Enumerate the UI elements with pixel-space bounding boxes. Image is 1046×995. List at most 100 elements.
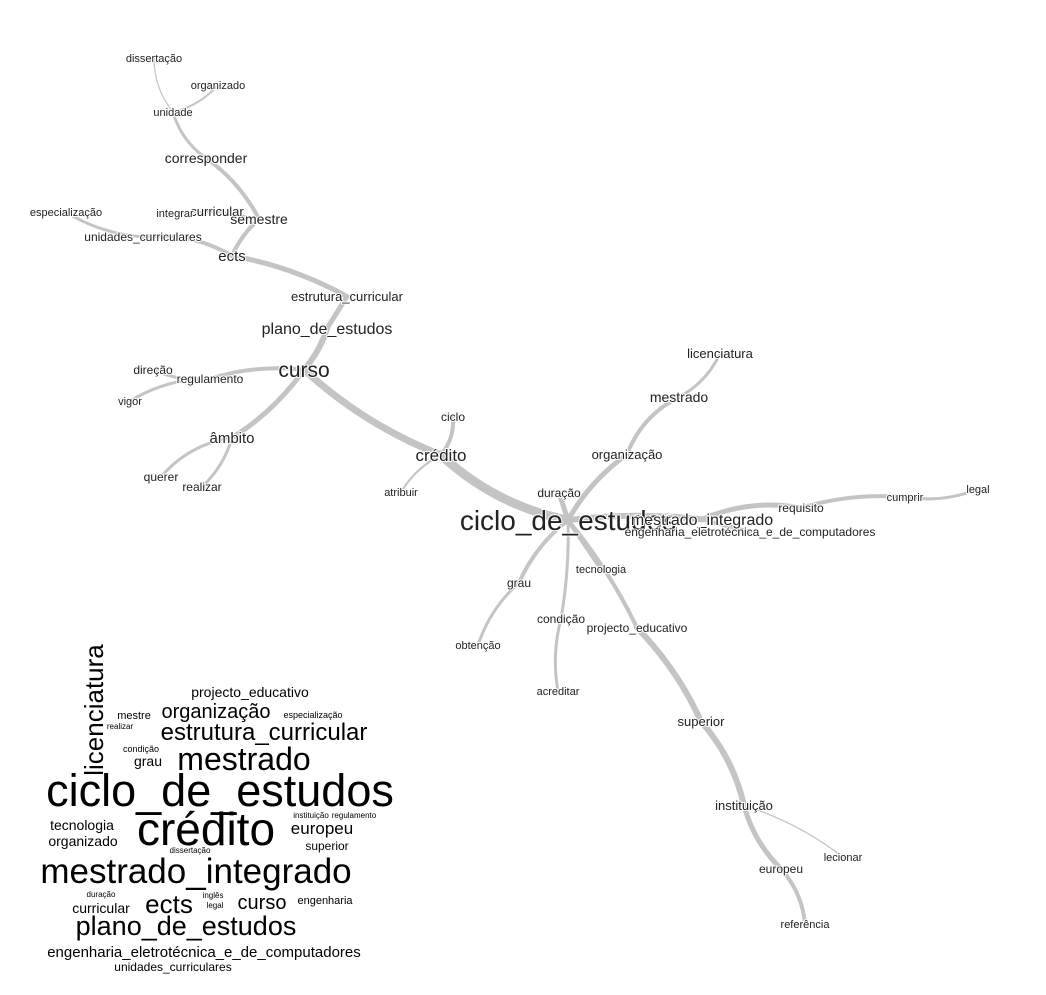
graph-node-label: duração bbox=[537, 486, 581, 500]
graph-edge bbox=[208, 366, 306, 381]
graph-node-label: integrar bbox=[156, 208, 194, 220]
graph-node-label: ciclo bbox=[441, 410, 465, 424]
graph-node-label: superior bbox=[678, 714, 726, 729]
graph-node-label: semestre bbox=[230, 211, 288, 227]
graph-edge bbox=[153, 57, 174, 113]
graph-node-label: realizar bbox=[182, 480, 221, 494]
graph-node-label: instituição bbox=[715, 798, 773, 813]
graph-node-label: direção bbox=[133, 363, 173, 377]
graph-edge bbox=[200, 436, 234, 489]
word-cloud-word: curso bbox=[238, 892, 287, 914]
graph-edge bbox=[141, 233, 234, 258]
graph-node-label: projecto_educativo bbox=[587, 621, 688, 635]
word-cloud-word: mestrado bbox=[177, 741, 310, 777]
graph-node-label: europeu bbox=[759, 862, 803, 876]
graph-node-label: estrutura_curricular bbox=[291, 289, 404, 304]
word-cloud-word: duração bbox=[87, 890, 116, 899]
graph-edge bbox=[566, 518, 639, 630]
graph-edge bbox=[700, 517, 752, 534]
graph-edge bbox=[476, 581, 521, 647]
graph-edge bbox=[439, 414, 456, 458]
graph-node-label: licenciatura bbox=[687, 346, 754, 361]
graph-edges bbox=[64, 57, 980, 927]
word-cloud-word: organização bbox=[162, 701, 271, 723]
graph-node-label: unidades_curriculares bbox=[84, 230, 201, 244]
graph-node-label: obtenção bbox=[455, 640, 500, 652]
graph-node-label: querer bbox=[144, 470, 179, 484]
graph-edge bbox=[301, 325, 330, 373]
graph-node-label: plano_de_estudos bbox=[262, 321, 393, 338]
word-cloud-word: superior bbox=[305, 839, 348, 853]
word-cloud-word: tecnologia bbox=[50, 817, 114, 833]
word-cloud-word: especialização bbox=[283, 710, 342, 720]
word-cloud-word: dissertação bbox=[170, 846, 211, 855]
graph-edge bbox=[171, 110, 208, 160]
graph-edge bbox=[698, 718, 747, 809]
graph-edge bbox=[436, 450, 573, 525]
graph-edge bbox=[565, 512, 705, 524]
graph-node-label: acreditar bbox=[537, 686, 580, 698]
graph-node-label: tecnologia bbox=[576, 564, 627, 576]
word-cloud-word: crédito bbox=[137, 803, 275, 855]
graph-edge bbox=[204, 156, 261, 222]
graph-node-label: condição bbox=[537, 612, 585, 626]
word-cloud-word: europeu bbox=[291, 819, 353, 838]
graph-node-label: mestrado_integrado bbox=[631, 512, 773, 529]
graph-node-label: requisito bbox=[778, 501, 824, 515]
word-cloud-word: condição bbox=[123, 744, 159, 754]
graph-edge bbox=[215, 209, 261, 221]
graph-edge bbox=[324, 293, 350, 331]
word-cloud-word: ciclo_de_estudos bbox=[46, 765, 394, 816]
graph-node-label: corresponder bbox=[165, 150, 248, 166]
graph-edge bbox=[699, 502, 804, 522]
graph-node-label: curso bbox=[278, 359, 329, 382]
graph-node-label: engenharia_eletrotécnica_e_de_computador… bbox=[625, 525, 876, 539]
graph-node-label: legal bbox=[966, 484, 989, 496]
graph-edge bbox=[553, 617, 563, 693]
graph-edge bbox=[625, 395, 681, 457]
word-cloud-word: mestrado_integrado bbox=[40, 852, 351, 891]
word-cloud-word: ects bbox=[145, 889, 193, 919]
word-cloud-word: engenharia bbox=[297, 895, 353, 907]
word-cloud-word: plano_de_estudos bbox=[76, 911, 297, 941]
graph-node-label: unidade bbox=[153, 107, 192, 119]
graph-node-label: ects bbox=[218, 248, 246, 265]
word-cloud: ciclo_de_estudoscréditomestrado_integrad… bbox=[40, 644, 394, 974]
graph-edge bbox=[741, 802, 784, 872]
graph-node-label: regulamento bbox=[177, 372, 244, 386]
graph-node-label: mestrado bbox=[650, 389, 709, 405]
word-cloud-word: inglês bbox=[203, 891, 224, 900]
graph-node-label: organização bbox=[592, 447, 663, 462]
graph-node-label: crédito bbox=[415, 446, 466, 465]
graph-edge bbox=[677, 351, 722, 399]
graph-edge bbox=[172, 84, 219, 114]
graph-edge bbox=[230, 217, 261, 258]
graph-node-label: referência bbox=[781, 919, 831, 931]
graph-node-label: especialização bbox=[30, 207, 102, 219]
word-cloud-word: legal bbox=[207, 901, 224, 910]
graph-edge bbox=[799, 494, 907, 510]
graph-node-label: organizado bbox=[191, 80, 245, 92]
graph-edge bbox=[743, 804, 844, 858]
graph-node-label: atribuir bbox=[384, 487, 418, 499]
graph-node-label: dissertação bbox=[126, 53, 182, 65]
graph-edge bbox=[565, 451, 630, 523]
graph-node-label: lecionar bbox=[824, 852, 863, 864]
graph-node-label: cumprir bbox=[887, 492, 924, 504]
graph-node-label: grau bbox=[507, 576, 531, 590]
word-cloud-word: instituição bbox=[293, 811, 329, 820]
graph-edge bbox=[559, 518, 570, 621]
word-cloud-word: organizado bbox=[48, 833, 117, 849]
word-cloud-word: grau bbox=[134, 753, 162, 769]
word-cloud-word: curricular bbox=[72, 900, 130, 916]
graph-edge bbox=[634, 624, 704, 725]
word-cloud-word: engenharia_eletrotécnica_e_de_computador… bbox=[47, 944, 361, 961]
graph-edge bbox=[903, 487, 980, 501]
word-cloud-word: mestre bbox=[117, 710, 151, 722]
graph-edge bbox=[229, 367, 307, 441]
graph-node-label: vigor bbox=[118, 396, 142, 408]
graph-edge bbox=[517, 518, 570, 585]
graph-edge bbox=[174, 210, 218, 215]
